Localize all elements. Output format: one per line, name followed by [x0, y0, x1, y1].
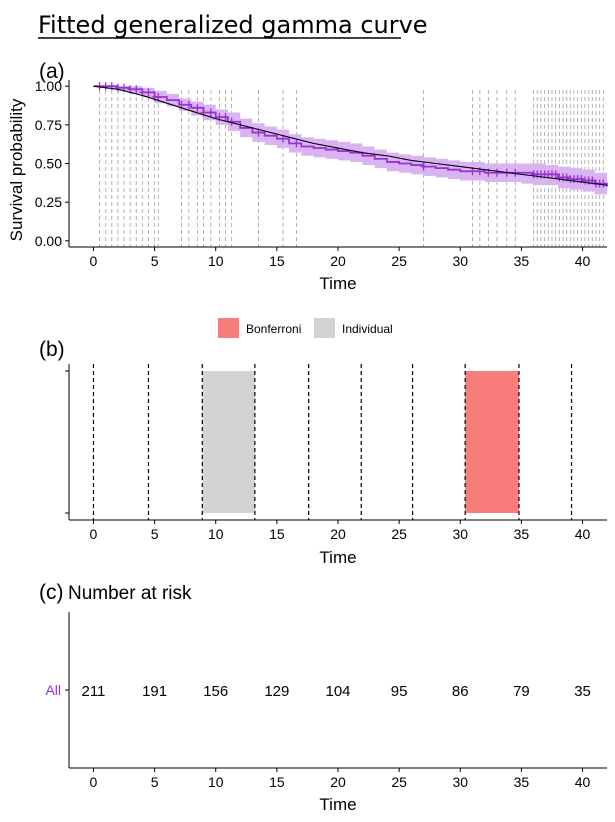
panel-a-y-axis-label: Survival probability [7, 98, 26, 241]
fitted-gamma-curve [93, 85, 608, 186]
panel-c-x-tick-label: 5 [151, 774, 159, 790]
panel-c-x-axis-label: Time [319, 795, 356, 814]
km-censor-mark [185, 100, 192, 109]
panel-a-x-tick-label: 15 [269, 253, 285, 269]
panel-c-x-tick-label: 20 [330, 774, 346, 790]
stratum-label: All [45, 682, 61, 698]
km-censor-mark [293, 139, 300, 148]
number-at-risk-table: All 211 191 156 129 104 95 86 79 35 [45, 682, 590, 700]
interval-individual [202, 371, 255, 513]
panel-b-x-tick-label: 35 [514, 526, 530, 542]
km-censor-mark [420, 162, 427, 171]
km-censor-mark [102, 82, 109, 91]
km-confidence-band [93, 86, 608, 198]
panel-a-x-tick-label: 20 [330, 253, 346, 269]
panel-b-tag: (b) [39, 338, 65, 361]
at-risk-count: 79 [513, 683, 530, 700]
panel-c-x-tick-label: 30 [452, 774, 468, 790]
panel-b-x-tick-label: 40 [575, 526, 591, 542]
at-risk-count: 35 [574, 683, 591, 700]
panel-b-x-tick-label: 25 [391, 526, 407, 542]
panel-a-axes: 0.00 0.25 0.50 0.75 1.00 0 5 10 15 20 25 30 35 40 [35, 78, 607, 269]
km-censor-mark [194, 103, 201, 112]
panel-b-x-tick-label: 5 [151, 526, 159, 542]
at-risk-count: 211 [81, 683, 105, 700]
panel-a-x-tick-label: 25 [391, 253, 407, 269]
km-censor-mark [222, 113, 229, 122]
at-risk-count: 156 [203, 683, 228, 700]
panel-c-x-tick-label: 25 [391, 774, 407, 790]
figure-title: Fitted generalized gamma curve [38, 11, 428, 39]
panel-a-tag: (a) [39, 60, 65, 83]
panel-b-axes: 0 5 10 15 20 25 30 35 40 [65, 364, 607, 542]
km-censor-mark [552, 170, 559, 179]
panel-b-legend: Bonferroni Individual [218, 318, 393, 338]
km-censor-mark [133, 85, 140, 94]
panel-a-y-tick-label: 0.00 [35, 233, 62, 249]
panel-a: (a) 0.00 0.25 0.50 0.75 1.00 0 5 10 15 20 25 30 35 40… [7, 60, 608, 293]
km-censor-mark [155, 93, 162, 102]
at-risk-count: 104 [325, 683, 350, 700]
at-risk-count: 95 [391, 683, 408, 700]
km-censor-mark [600, 179, 607, 188]
panel-a-y-tick-label: 0.75 [35, 117, 62, 133]
legend-label-individual: Individual [342, 322, 393, 336]
panel-c-x-tick-label: 0 [90, 774, 98, 790]
panel-a-x-tick-label: 10 [208, 253, 224, 269]
panel-b-x-tick-label: 15 [269, 526, 285, 542]
at-risk-count: 129 [264, 683, 289, 700]
legend-swatch-bonferroni [218, 318, 239, 338]
km-censor-mark [145, 88, 152, 97]
panel-b: Bonferroni Individual (b) 0 5 10 15 20 25 30 35… [39, 318, 607, 567]
panel-c-tag: (c) [39, 581, 64, 604]
highlighted-intervals [202, 371, 519, 513]
km-censor-mark [207, 108, 214, 117]
panel-c-x-tick-label: 15 [269, 774, 285, 790]
panel-a-y-tick-label: 0.50 [35, 156, 62, 172]
panel-b-x-tick-label: 10 [208, 526, 224, 542]
panel-c-title: Number at risk [68, 583, 192, 604]
panel-c-axes: 0 5 10 15 20 25 30 35 40 [65, 612, 607, 790]
interval-boundaries [92, 364, 573, 520]
panel-c: (c) Number at risk All 211 191 156 129 104 95 8… [39, 581, 607, 814]
panel-a-x-tick-label: 5 [151, 253, 159, 269]
legend-swatch-individual [314, 318, 335, 338]
km-censor-mark [493, 168, 500, 177]
at-risk-count: 191 [142, 683, 167, 700]
panel-c-x-tick-label: 35 [514, 774, 530, 790]
panel-a-x-tick-label: 35 [514, 253, 530, 269]
km-censor-mark [114, 83, 121, 92]
panel-a-x-tick-label: 30 [452, 253, 468, 269]
panel-a-y-tick-label: 0.25 [35, 194, 62, 210]
legend-label-bonferroni: Bonferroni [246, 322, 301, 336]
panel-c-x-tick-label: 10 [208, 774, 224, 790]
panel-a-x-axis-label: Time [319, 274, 356, 293]
panel-a-y-tick-label: 1.00 [35, 78, 62, 94]
panel-b-x-tick-label: 20 [330, 526, 346, 542]
panel-c-x-tick-label: 40 [575, 774, 591, 790]
panel-b-x-axis-label: Time [319, 548, 356, 567]
panel-a-x-tick-label: 40 [575, 253, 591, 269]
panel-b-x-tick-label: 0 [90, 526, 98, 542]
panel-b-x-tick-label: 30 [452, 526, 468, 542]
at-risk-count: 86 [452, 683, 469, 700]
interval-bonferroni [465, 371, 519, 513]
panel-a-x-tick-label: 0 [90, 253, 98, 269]
